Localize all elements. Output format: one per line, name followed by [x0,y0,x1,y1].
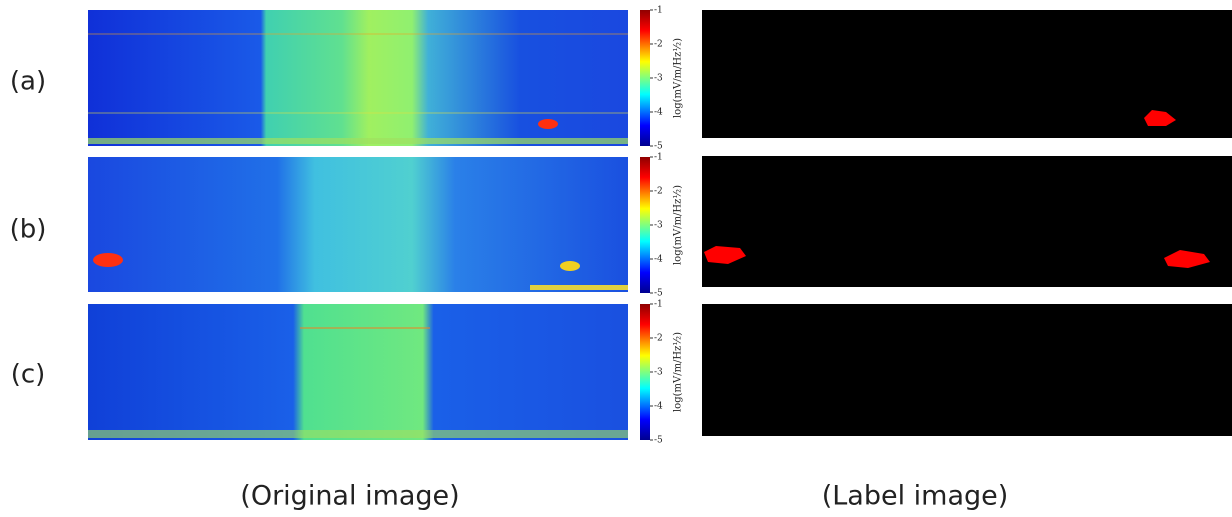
hotspot [93,253,123,267]
colorbar-tick-label: -2 [654,334,663,344]
colorbar-tick-label: -2 [654,40,663,50]
caption: (Label image) [822,481,1009,512]
colorbar-tick-label: -3 [654,74,663,84]
colorbar-tick-label: -3 [654,221,663,231]
colorbar-tick-label: -1 [654,300,663,310]
colorbar-label: log(mV/m/Hz½) [673,332,684,412]
colorbar-tick-label: -4 [654,255,663,265]
spectrogram [88,10,628,146]
spectrogram [88,157,628,292]
colorbar [640,157,650,293]
spectrogram [88,304,628,440]
hotspot [538,119,558,129]
label-image [702,304,1232,436]
colorbar-tick-label: -5 [654,436,663,446]
caption: (Original image) [240,481,459,512]
panel-label: (b) [10,215,47,245]
label-image [702,156,1232,287]
label-region [1144,110,1176,126]
colorbar-tick-label: -1 [654,6,663,16]
colorbar-tick-label: -3 [654,368,663,378]
colorbar-label: log(mV/m/Hz½) [673,38,684,118]
panel-label: (c) [11,360,46,390]
colorbar-tick-label: -4 [654,108,663,118]
label-region [704,246,746,264]
colorbar-tick-label: -4 [654,402,663,412]
label-image [702,10,1232,138]
colorbar-label: log(mV/m/Hz½) [673,185,684,265]
strip [88,138,628,144]
spectrograms [88,10,628,440]
strip [88,430,628,438]
label-region [1164,250,1210,268]
colorbar-tick-label: -5 [654,142,663,152]
hotspot [560,261,580,271]
strip [530,285,628,290]
colorbar [640,304,650,440]
label-images [702,10,1232,436]
colorbar [640,10,650,146]
panel-label: (a) [10,67,46,97]
colorbar-tick-label: -2 [654,187,663,197]
colorbar-tick-label: -5 [654,289,663,299]
colorbar-tick-label: -1 [654,153,663,163]
